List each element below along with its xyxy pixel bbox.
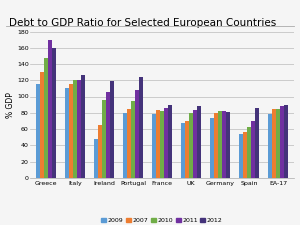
Bar: [81, 74, 85, 178]
Bar: [48, 40, 52, 178]
Bar: [272, 109, 276, 178]
Bar: [185, 121, 189, 178]
Bar: [226, 112, 230, 178]
Bar: [210, 118, 214, 178]
Bar: [214, 113, 218, 178]
Bar: [52, 48, 56, 178]
Bar: [268, 114, 272, 178]
Bar: [69, 83, 73, 178]
Legend: 2009, 2007, 2010, 2011, 2012: 2009, 2007, 2010, 2011, 2012: [101, 218, 223, 223]
Y-axis label: % GDP: % GDP: [7, 92, 16, 117]
Bar: [222, 111, 226, 178]
Bar: [181, 122, 185, 178]
Bar: [127, 109, 131, 178]
Bar: [247, 127, 251, 178]
Bar: [243, 132, 247, 178]
Bar: [193, 110, 197, 178]
Bar: [284, 105, 288, 178]
Bar: [123, 113, 127, 178]
Bar: [139, 77, 143, 178]
Text: Debt to GDP Ratio for Selected European Countries: Debt to GDP Ratio for Selected European …: [9, 18, 276, 28]
Bar: [94, 139, 98, 178]
Bar: [255, 108, 260, 178]
Bar: [276, 109, 280, 178]
Bar: [189, 113, 193, 178]
Bar: [164, 108, 168, 178]
Bar: [218, 111, 222, 178]
Bar: [251, 121, 255, 178]
Bar: [131, 101, 135, 178]
Bar: [135, 90, 139, 178]
Bar: [73, 80, 77, 178]
Bar: [98, 125, 102, 178]
Bar: [40, 72, 44, 178]
Bar: [280, 106, 284, 178]
Bar: [36, 84, 40, 178]
Bar: [110, 81, 114, 178]
Bar: [160, 111, 164, 178]
Bar: [102, 100, 106, 178]
Bar: [106, 92, 110, 178]
Bar: [156, 110, 160, 178]
Bar: [152, 114, 156, 178]
Bar: [239, 134, 243, 178]
Bar: [64, 88, 69, 178]
Bar: [77, 80, 81, 178]
Bar: [168, 105, 172, 178]
Bar: [44, 58, 48, 178]
Bar: [197, 106, 201, 178]
